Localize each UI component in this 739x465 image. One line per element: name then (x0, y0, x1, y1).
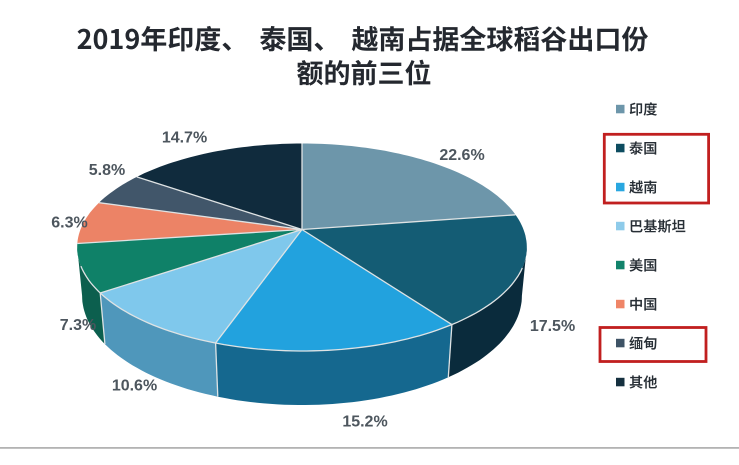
svg-text:6.3%: 6.3% (51, 214, 87, 231)
svg-text:10.6%: 10.6% (112, 377, 157, 394)
svg-text:17.5%: 17.5% (530, 318, 575, 335)
svg-text:7.3%: 7.3% (60, 317, 96, 334)
svg-text:15.2%: 15.2% (342, 413, 387, 430)
svg-text:5.8%: 5.8% (89, 162, 125, 179)
svg-text:22.6%: 22.6% (439, 147, 484, 164)
svg-text:14.7%: 14.7% (162, 129, 207, 146)
